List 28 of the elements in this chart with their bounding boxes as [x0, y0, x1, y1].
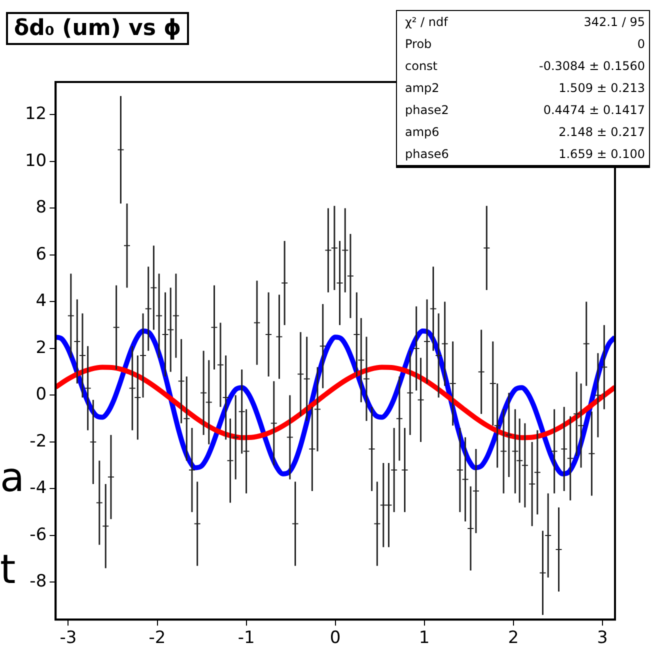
- y-tick-label: 6: [36, 244, 47, 264]
- y-tick-label: 8: [36, 198, 47, 218]
- y-tick-label: 10: [24, 150, 47, 171]
- y-tick-label: 2: [36, 338, 47, 358]
- text: a: [0, 455, 25, 501]
- text: t: [0, 547, 16, 593]
- text: phase6 1.659 ± 0.100: [405, 147, 645, 161]
- y-tick-label: -6: [30, 524, 47, 545]
- x-tick-label: -1: [238, 628, 255, 648]
- x-tick-label: -2: [148, 628, 166, 648]
- y-tick-label: -4: [30, 478, 47, 498]
- y-tick-label: 12: [24, 104, 47, 124]
- x-tick-label: -3: [60, 628, 77, 648]
- text: phase2 0.4474 ± 0.1417: [405, 103, 645, 117]
- y-tick-label: 0: [36, 384, 47, 405]
- chart-title: δd₀ (um) vs ϕ: [6, 12, 190, 45]
- y-tick-label: -8: [30, 572, 47, 592]
- x-tick-label: 1: [418, 628, 430, 648]
- x-tick-label: 2: [508, 628, 519, 648]
- text: amp6 2.148 ± 0.217: [405, 125, 645, 139]
- text: Prob 0: [405, 37, 645, 51]
- text: amp2 1.509 ± 0.213: [405, 81, 645, 95]
- y-tick-label: -2: [30, 431, 47, 452]
- x-tick-label: 0: [330, 628, 341, 648]
- text: χ² / ndf 342.1 / 95: [405, 15, 645, 29]
- y-tick-label: 4: [36, 291, 47, 312]
- x-tick-label: 3: [596, 628, 608, 648]
- text: const -0.3084 ± 0.1560: [405, 59, 645, 73]
